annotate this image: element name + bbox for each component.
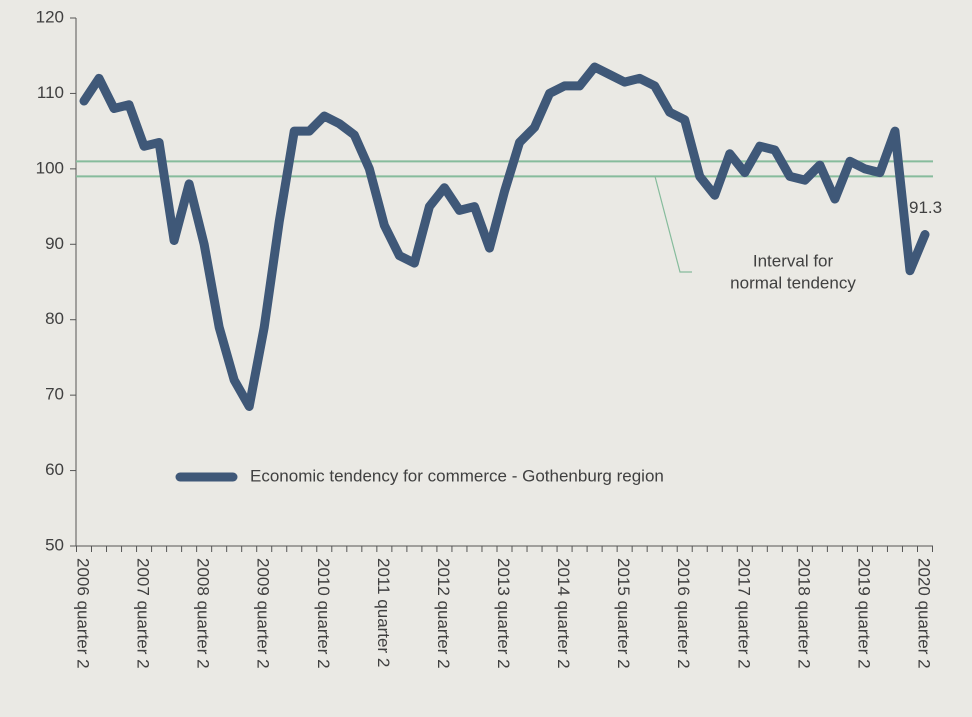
x-tick-label: 2010 quarter 2 [314,558,333,669]
y-tick-label: 80 [45,309,64,328]
x-tick-label: 2019 quarter 2 [854,558,873,669]
interval-leader [654,176,692,273]
interval-label: normal tendency [730,273,856,292]
x-tick-label: 2014 quarter 2 [554,558,573,669]
y-tick-label: 100 [36,158,64,177]
y-tick-label: 110 [37,83,64,102]
x-tick-label: 2009 quarter 2 [254,558,273,669]
legend-label: Economic tendency for commerce - Gothenb… [250,466,664,485]
data-line [79,62,930,411]
x-tick-label: 2015 quarter 2 [614,558,633,669]
x-tick-label: 2011 quarter 2 [374,558,393,667]
y-tick-label: 120 [36,7,64,26]
x-tick-label: 2013 quarter 2 [494,558,513,669]
x-tick-label: 2008 quarter 2 [194,558,213,669]
interval-label: Interval for [753,251,834,270]
x-tick-label: 2012 quarter 2 [434,558,453,669]
y-tick-label: 70 [45,385,64,404]
y-tick-label: 60 [45,460,64,479]
data-label: 91.3 [909,198,942,217]
x-tick-label: 2018 quarter 2 [794,558,813,669]
x-tick-label: 2007 quarter 2 [134,558,153,669]
x-tick-label: 2006 quarter 2 [74,558,93,669]
x-tick-label: 2016 quarter 2 [674,558,693,669]
y-tick-label: 50 [45,535,64,554]
x-tick-label: 2017 quarter 2 [734,558,753,669]
y-tick-label: 90 [45,234,64,253]
x-tick-label: 2020 quarter 2 [915,558,934,669]
